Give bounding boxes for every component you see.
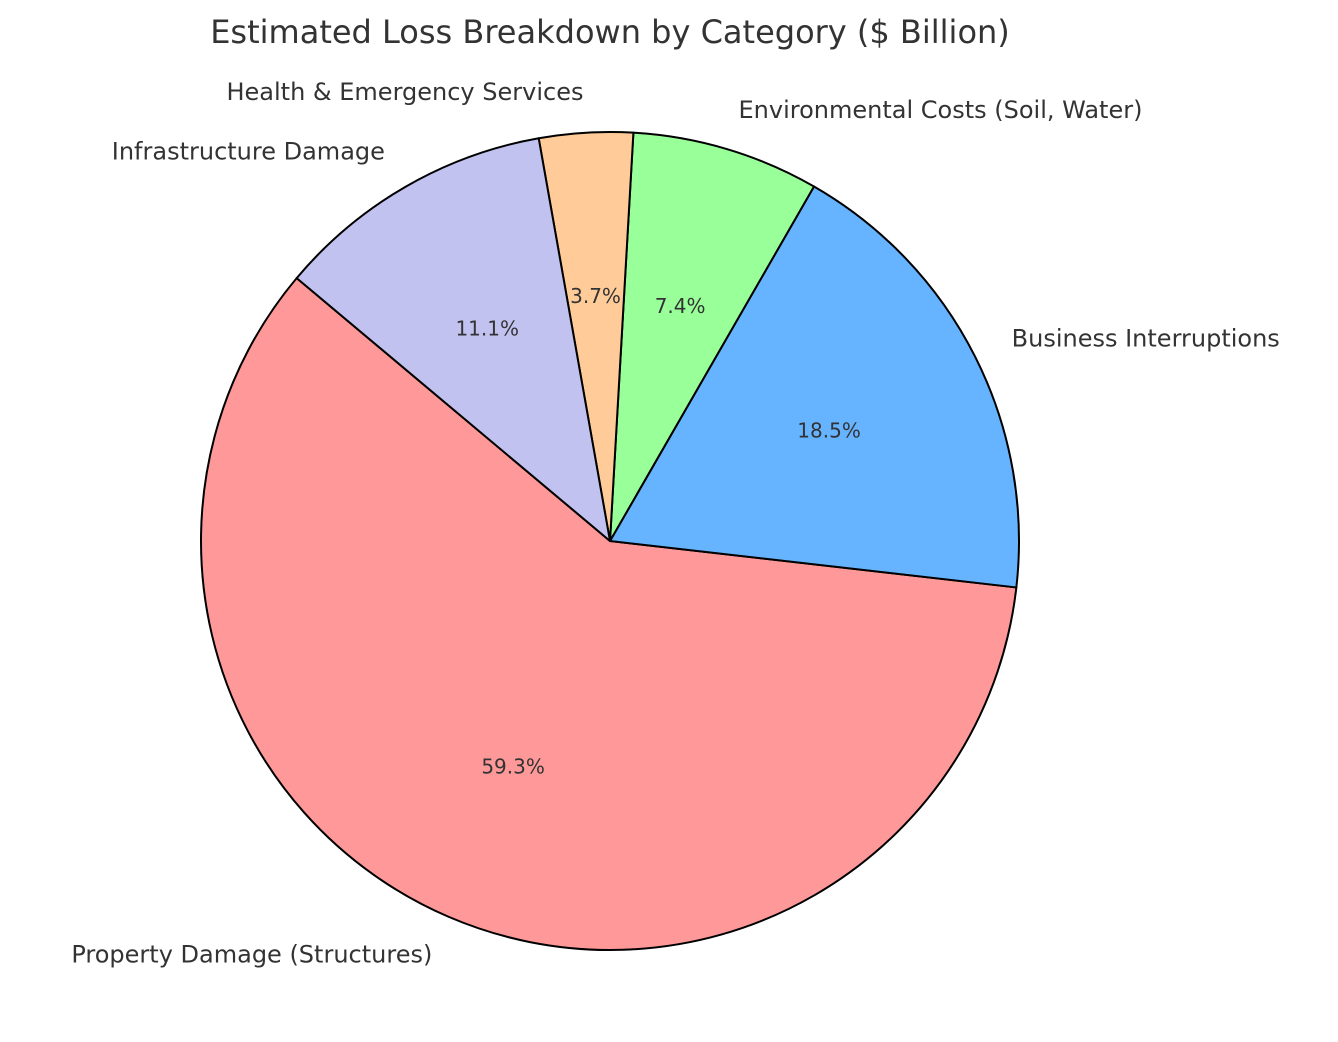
category-label-infrastructure-damage: Infrastructure Damage	[112, 137, 385, 165]
percent-label-property-damage-structures: 59.3%	[481, 754, 545, 778]
pie-slices	[199, 131, 1020, 951]
slice-environmental-costs-soil-water	[609, 131, 816, 542]
percent-label-business-interruptions: 18.5%	[797, 418, 861, 442]
category-labels: Property Damage (Structures) Business Int…	[71, 78, 1279, 968]
slice-business-interruptions	[609, 185, 1020, 589]
category-label-business-interruptions: Business Interruptions	[1012, 324, 1280, 352]
category-label-property-damage-structures: Property Damage (Structures)	[71, 940, 432, 968]
slice-infrastructure-damage	[295, 137, 611, 542]
category-label-environmental-costs-soil-water: Environmental Costs (Soil, Water)	[739, 96, 1143, 124]
category-label-health-emergency-services: Health & Emergency Services	[226, 78, 583, 106]
percent-label-infrastructure-damage: 11.1%	[455, 317, 519, 341]
percent-label-environmental-costs-soil-water: 7.4%	[655, 294, 706, 318]
chart-title: Estimated Loss Breakdown by Category ($ …	[210, 13, 1010, 51]
slice-property-damage-structures	[199, 277, 1018, 951]
percent-label-health-emergency-services: 3.7%	[570, 284, 621, 308]
percent-labels: 59.3% 18.5% 7.4% 3.7% 11.1%	[455, 284, 860, 778]
